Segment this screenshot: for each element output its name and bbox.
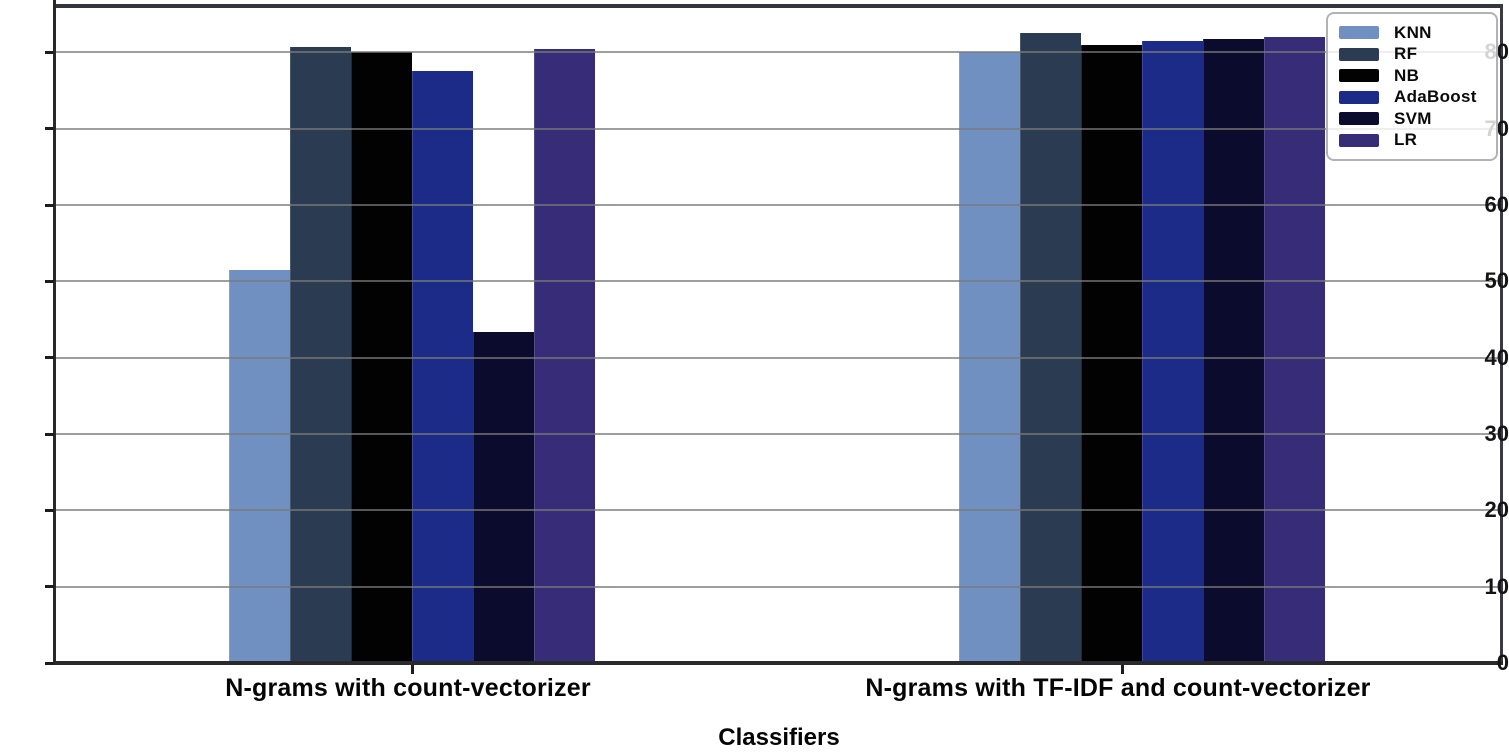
bar-svm-count-vectorizer [473,332,534,663]
legend-item-lr: LR [1339,130,1496,152]
bar-lr-count-vectorizer [534,48,595,663]
x-tick-mark-1 [1120,665,1124,674]
legend-swatch-rf [1339,47,1379,61]
y-tick-mark-0 [45,661,54,665]
y-tick-label-20: 20 [1484,497,1509,523]
y-tick-label-30: 30 [1484,421,1509,446]
gridline-y-10 [55,585,1503,588]
gridline-y-80 [55,51,1503,54]
gridline-y-20 [55,509,1503,512]
bar-adaboost-count-vectorizer [412,71,473,663]
gridline-y-30 [55,433,1503,435]
axis-right-spine [1500,4,1503,665]
bar-lr-tfidf [1264,37,1325,663]
y-tick-mark-60 [45,203,54,207]
legend: KNN RF NB AdaBoost SVM LR [1326,12,1498,161]
y-tick-label-10: 10 [1484,573,1509,599]
y-tick-label-40: 40 [1484,344,1509,370]
y-tick-mark-50 [45,279,54,283]
bar-rf-count-vectorizer [290,46,351,663]
y-tick-mark-80 [45,50,54,54]
legend-label-nb: NB [1394,65,1420,85]
bar-svm-tfidf [1203,38,1264,663]
legend-item-adaboost: AdaBoost [1339,87,1496,109]
bar-rf-tfidf [1020,33,1081,663]
x-category-label-tfidf-count-vectorizer: N-grams with TF-IDF and count-vectorizer [865,674,1371,702]
x-axis-title: Classifiers [718,724,840,751]
gridline-y-60 [55,204,1503,206]
axis-top-spine [55,4,1503,8]
bar-knn-count-vectorizer [229,269,290,663]
legend-label-knn: KNN [1394,22,1432,42]
legend-swatch-knn [1339,26,1379,40]
plot-area: KNN RF NB AdaBoost SVM LR [55,8,1503,663]
legend-swatch-adaboost [1339,90,1379,104]
y-tick-mark-30 [45,432,54,436]
gridline-y-40 [55,356,1503,359]
legend-swatch-lr [1339,133,1379,147]
legend-item-svm: SVM [1339,108,1496,130]
axis-left-spine [53,0,56,665]
legend-label-svm: SVM [1394,108,1432,128]
gridline-y-70 [55,127,1503,130]
axis-bottom-spine [53,661,1503,665]
legend-label-rf: RF [1394,44,1418,64]
legend-label-adaboost: AdaBoost [1394,87,1477,107]
gridline-y-50 [55,280,1503,283]
legend-label-lr: LR [1394,130,1418,150]
legend-swatch-svm [1339,112,1379,126]
bar-nb-tfidf [1081,44,1142,663]
y-tick-mark-10 [45,585,54,589]
legend-item-nb: NB [1339,65,1496,87]
y-tick-mark-20 [45,508,54,512]
y-tick-mark-40 [45,356,54,360]
bar-adaboost-tfidf [1142,40,1203,663]
y-tick-mark-70 [45,127,54,131]
y-tick-label-50: 50 [1484,268,1509,294]
y-tick-label-0: 0 [1496,650,1509,675]
legend-swatch-nb [1339,69,1379,83]
y-tick-label-60: 60 [1484,192,1509,217]
legend-item-knn: KNN [1339,22,1496,44]
x-category-label-count-vectorizer: N-grams with count-vectorizer [225,674,591,702]
x-tick-mark-0 [410,665,414,674]
legend-item-rf: RF [1339,44,1496,66]
